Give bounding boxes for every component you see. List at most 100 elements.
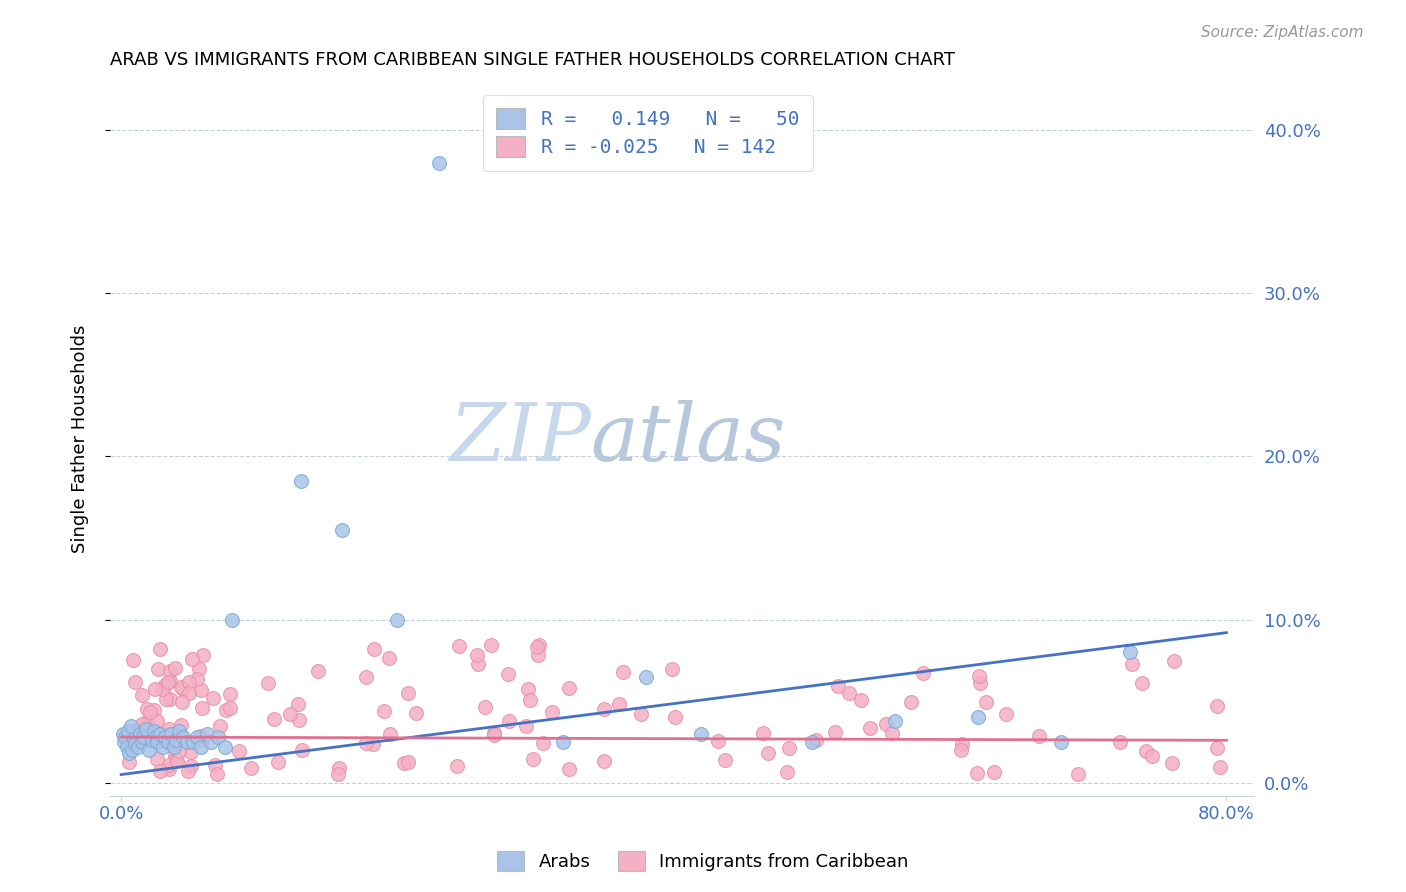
- Text: ARAB VS IMMIGRANTS FROM CARIBBEAN SINGLE FATHER HOUSEHOLDS CORRELATION CHART: ARAB VS IMMIGRANTS FROM CARIBBEAN SINGLE…: [110, 51, 955, 69]
- Point: [465, 648, 488, 662]
- Point: [195, 727, 218, 741]
- Point: [112, 735, 135, 749]
- Point: [135, 722, 157, 736]
- Point: [138, 743, 160, 757]
- Point: [159, 691, 181, 706]
- Text: ZIP: ZIP: [449, 400, 591, 477]
- Point: [827, 679, 849, 693]
- Point: [180, 652, 202, 666]
- Point: [849, 693, 872, 707]
- Point: [118, 755, 141, 769]
- Point: [278, 707, 301, 722]
- Point: [356, 736, 378, 750]
- Point: [690, 727, 713, 741]
- Point: [167, 744, 190, 758]
- Point: [132, 730, 155, 744]
- Point: [1161, 756, 1184, 770]
- Point: [127, 739, 149, 754]
- Point: [427, 156, 450, 170]
- Point: [966, 710, 988, 724]
- Text: atlas: atlas: [591, 400, 786, 477]
- Point: [159, 673, 181, 688]
- Point: [145, 752, 167, 766]
- Point: [155, 730, 177, 744]
- Point: [120, 718, 142, 732]
- Point: [121, 653, 143, 667]
- Point: [756, 746, 779, 760]
- Point: [228, 744, 250, 758]
- Text: Source: ZipAtlas.com: Source: ZipAtlas.com: [1201, 25, 1364, 40]
- Point: [1206, 699, 1229, 714]
- Legend: R =   0.149   N =   50, R = -0.025   N = 142: R = 0.149 N = 50, R = -0.025 N = 142: [482, 95, 813, 171]
- Point: [157, 722, 180, 736]
- Point: [714, 753, 737, 767]
- Point: [378, 726, 401, 740]
- Point: [218, 687, 240, 701]
- Point: [180, 745, 202, 759]
- Point: [288, 713, 311, 727]
- Point: [201, 691, 224, 706]
- Point: [190, 739, 212, 754]
- Point: [447, 639, 470, 653]
- Point: [966, 765, 988, 780]
- Point: [396, 686, 419, 700]
- Point: [190, 682, 212, 697]
- Point: [612, 665, 634, 679]
- Point: [330, 523, 353, 537]
- Point: [526, 640, 548, 654]
- Point: [136, 715, 159, 730]
- Point: [328, 767, 350, 781]
- Point: [136, 702, 159, 716]
- Point: [267, 755, 290, 769]
- Point: [838, 686, 860, 700]
- Point: [160, 727, 183, 741]
- Y-axis label: Single Father Households: Single Father Households: [72, 325, 89, 553]
- Point: [1142, 749, 1164, 764]
- Point: [163, 748, 186, 763]
- Point: [558, 681, 581, 696]
- Point: [661, 662, 683, 676]
- Point: [1163, 654, 1185, 668]
- Point: [169, 680, 191, 694]
- Point: [204, 757, 226, 772]
- Point: [115, 739, 138, 754]
- Point: [157, 758, 180, 772]
- Point: [824, 724, 846, 739]
- Legend: Arabs, Immigrants from Caribbean: Arabs, Immigrants from Caribbean: [491, 844, 915, 879]
- Point: [776, 764, 799, 779]
- Point: [180, 758, 202, 772]
- Point: [858, 721, 880, 735]
- Point: [1130, 676, 1153, 690]
- Point: [969, 676, 991, 690]
- Point: [149, 727, 172, 741]
- Point: [190, 729, 212, 743]
- Point: [114, 730, 136, 744]
- Point: [221, 613, 243, 627]
- Point: [636, 670, 658, 684]
- Point: [291, 743, 314, 757]
- Point: [361, 737, 384, 751]
- Point: [122, 731, 145, 746]
- Point: [558, 762, 581, 776]
- Point: [187, 662, 209, 676]
- Point: [155, 691, 177, 706]
- Point: [172, 730, 194, 744]
- Point: [131, 717, 153, 731]
- Point: [593, 754, 616, 768]
- Point: [131, 735, 153, 749]
- Point: [307, 664, 329, 678]
- Point: [519, 692, 541, 706]
- Point: [540, 705, 562, 719]
- Point: [155, 678, 177, 692]
- Point: [496, 667, 519, 681]
- Point: [664, 710, 686, 724]
- Point: [186, 672, 208, 686]
- Point: [200, 735, 222, 749]
- Point: [1028, 729, 1050, 743]
- Point: [479, 638, 502, 652]
- Point: [883, 714, 905, 728]
- Point: [207, 730, 229, 744]
- Point: [1067, 767, 1090, 781]
- Point: [177, 764, 200, 779]
- Point: [1049, 735, 1071, 749]
